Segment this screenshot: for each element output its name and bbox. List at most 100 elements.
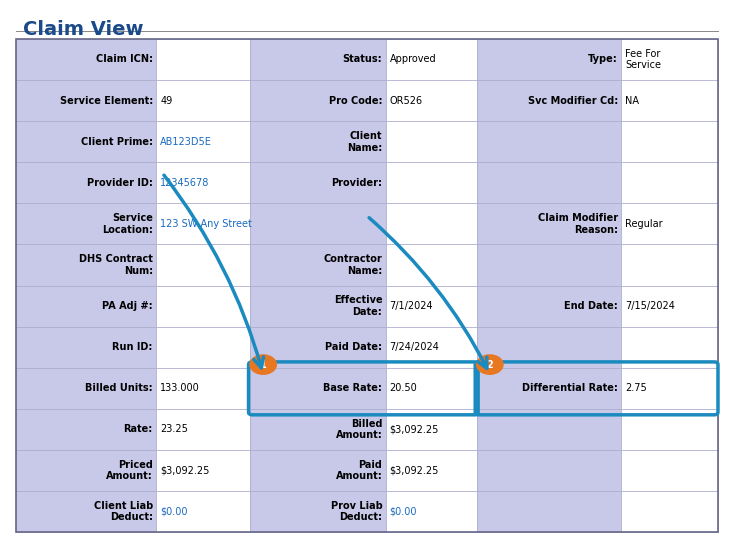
Text: Provider:: Provider: — [331, 178, 382, 188]
Bar — [156, 327, 250, 368]
Text: Claim Modifier
Reason:: Claim Modifier Reason: — [538, 213, 618, 234]
Bar — [622, 368, 718, 409]
Bar — [386, 121, 476, 162]
Bar — [156, 450, 250, 491]
Bar — [386, 327, 476, 368]
Text: 7/24/2024: 7/24/2024 — [390, 342, 440, 353]
Bar — [476, 286, 622, 327]
Bar — [386, 450, 476, 491]
Bar — [476, 491, 622, 532]
Text: 7/15/2024: 7/15/2024 — [625, 301, 675, 311]
Bar — [386, 286, 476, 327]
Bar — [250, 327, 386, 368]
Bar — [622, 121, 718, 162]
Text: DHS Contract
Num:: DHS Contract Num: — [79, 254, 153, 276]
Text: Service
Location:: Service Location: — [102, 213, 153, 234]
Text: Run ID:: Run ID: — [112, 342, 153, 353]
Text: 123 SW Any Street: 123 SW Any Street — [160, 219, 252, 229]
Text: Base Rate:: Base Rate: — [324, 383, 382, 393]
Bar — [250, 80, 386, 121]
Text: Status:: Status: — [343, 54, 382, 65]
Bar — [476, 39, 622, 80]
Bar — [476, 409, 622, 450]
Text: Claim View: Claim View — [23, 20, 144, 39]
Bar — [250, 286, 386, 327]
Text: 23.25: 23.25 — [160, 425, 188, 434]
Circle shape — [476, 355, 503, 374]
Bar — [16, 245, 156, 286]
Bar — [156, 368, 250, 409]
Text: 2: 2 — [487, 360, 493, 370]
Text: Claim ICN:: Claim ICN: — [95, 54, 153, 65]
Text: $3,092.25: $3,092.25 — [390, 425, 439, 434]
Bar — [156, 245, 250, 286]
Bar — [156, 162, 250, 203]
Bar — [156, 121, 250, 162]
Bar — [156, 286, 250, 327]
Bar — [250, 121, 386, 162]
Text: Paid
Amount:: Paid Amount: — [335, 460, 382, 481]
Text: 20.50: 20.50 — [390, 383, 418, 393]
Text: Billed Units:: Billed Units: — [85, 383, 153, 393]
Text: 2.75: 2.75 — [625, 383, 647, 393]
Bar — [250, 162, 386, 203]
Text: Pro Code:: Pro Code: — [329, 95, 382, 106]
Bar — [476, 162, 622, 203]
Text: $0.00: $0.00 — [160, 507, 188, 517]
Text: End Date:: End Date: — [564, 301, 618, 311]
Bar — [386, 368, 476, 409]
Text: 133.000: 133.000 — [160, 383, 200, 393]
Bar — [386, 245, 476, 286]
Bar — [16, 450, 156, 491]
Text: 12345678: 12345678 — [160, 178, 209, 188]
Bar — [250, 450, 386, 491]
Bar — [16, 162, 156, 203]
Text: Prov Liab
Deduct:: Prov Liab Deduct: — [330, 501, 382, 522]
Bar — [16, 39, 156, 80]
Bar — [386, 162, 476, 203]
Text: Fee For
Service: Fee For Service — [625, 49, 661, 70]
Bar — [622, 245, 718, 286]
Bar — [622, 162, 718, 203]
Text: Priced
Amount:: Priced Amount: — [106, 460, 153, 481]
Text: Client
Name:: Client Name: — [347, 131, 382, 153]
Bar — [622, 203, 718, 245]
Text: Svc Modifier Cd:: Svc Modifier Cd: — [528, 95, 618, 106]
Bar — [16, 121, 156, 162]
Bar — [250, 491, 386, 532]
Bar — [622, 80, 718, 121]
Text: Regular: Regular — [625, 219, 663, 229]
Circle shape — [250, 355, 276, 374]
Bar — [250, 368, 386, 409]
Bar — [386, 80, 476, 121]
Text: $3,092.25: $3,092.25 — [160, 466, 209, 475]
Text: Service Element:: Service Element: — [59, 95, 153, 106]
Text: OR526: OR526 — [390, 95, 423, 106]
Bar — [16, 327, 156, 368]
Bar — [250, 203, 386, 245]
Text: Rate:: Rate: — [123, 425, 153, 434]
Bar — [622, 327, 718, 368]
Bar — [156, 409, 250, 450]
Bar — [476, 203, 622, 245]
Bar — [476, 121, 622, 162]
Bar — [622, 491, 718, 532]
Text: Contractor
Name:: Contractor Name: — [324, 254, 382, 276]
Bar — [622, 409, 718, 450]
Bar — [476, 80, 622, 121]
Bar — [386, 203, 476, 245]
Text: PA Adj #:: PA Adj #: — [102, 301, 153, 311]
Text: NA: NA — [625, 95, 639, 106]
Bar — [386, 39, 476, 80]
Text: Provider ID:: Provider ID: — [87, 178, 153, 188]
Text: $3,092.25: $3,092.25 — [390, 466, 439, 475]
Text: Approved: Approved — [390, 54, 436, 65]
Bar — [622, 39, 718, 80]
Bar — [156, 80, 250, 121]
Text: 7/1/2024: 7/1/2024 — [390, 301, 433, 311]
Bar — [250, 39, 386, 80]
Text: Client Prime:: Client Prime: — [81, 137, 153, 147]
Bar — [386, 491, 476, 532]
Text: Type:: Type: — [588, 54, 618, 65]
Bar — [622, 286, 718, 327]
